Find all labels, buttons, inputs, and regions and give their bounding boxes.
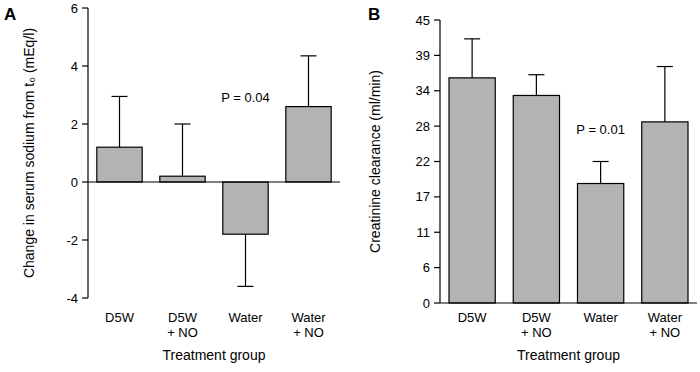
error-bar bbox=[464, 39, 480, 78]
y-tick-label: 0 bbox=[423, 296, 430, 311]
y-tick bbox=[434, 232, 440, 233]
y-tick-label: 6 bbox=[71, 1, 78, 16]
y-tick bbox=[434, 19, 440, 20]
label-line: + NO bbox=[293, 325, 324, 340]
x-tick-label: Water bbox=[584, 310, 619, 325]
error-bar bbox=[593, 162, 609, 184]
y-tick-label: 0 bbox=[71, 175, 78, 190]
y-tick bbox=[82, 297, 88, 298]
error-stem bbox=[308, 56, 309, 107]
y-axis-title: Creatinine clearance (ml/min) bbox=[367, 70, 383, 253]
y-tick bbox=[434, 302, 440, 303]
x-tick-label: Water+ NO bbox=[648, 310, 683, 340]
error-bar bbox=[657, 67, 673, 122]
y-tick bbox=[434, 126, 440, 127]
y-tick bbox=[82, 181, 88, 182]
bar bbox=[97, 147, 142, 182]
y-tick-label: 6 bbox=[423, 260, 430, 275]
y-tick bbox=[434, 267, 440, 268]
error-bar bbox=[301, 56, 317, 107]
y-tick bbox=[434, 55, 440, 56]
x-tick-label: D5W bbox=[105, 310, 135, 325]
label-line: D5W bbox=[168, 310, 198, 325]
y-tick bbox=[434, 161, 440, 162]
panel-label: A bbox=[4, 5, 16, 24]
error-stem bbox=[472, 39, 473, 78]
error-cap bbox=[301, 55, 317, 56]
x-axis-title: Treatment group bbox=[163, 347, 266, 363]
y-tick bbox=[82, 123, 88, 124]
bar bbox=[286, 107, 331, 182]
error-stem bbox=[245, 234, 246, 286]
x-tick-label: D5W+ NO bbox=[521, 310, 552, 340]
y-axis bbox=[87, 8, 88, 298]
label-line: + NO bbox=[167, 325, 198, 340]
label-line: D5W bbox=[522, 310, 552, 325]
y-tick-label: 28 bbox=[416, 119, 430, 134]
y-tick-label: 2 bbox=[71, 117, 78, 132]
annotation: P = 0.01 bbox=[576, 122, 625, 137]
error-bar bbox=[238, 234, 254, 286]
y-tick-label: 4 bbox=[71, 59, 78, 74]
x-tick-label: D5W bbox=[458, 310, 488, 325]
error-bar bbox=[112, 96, 128, 147]
error-bar bbox=[528, 75, 544, 96]
y-tick bbox=[82, 239, 88, 240]
error-stem bbox=[664, 67, 665, 122]
panel-label: B bbox=[368, 5, 380, 24]
x-axis bbox=[440, 302, 697, 303]
y-tick-label: 39 bbox=[416, 48, 430, 63]
x-tick-label: D5W+ NO bbox=[167, 310, 198, 340]
label-line: Water bbox=[648, 310, 683, 325]
figure: A -4 -2 0 2 4 6 Change in serum sodium from t₀ … bbox=[0, 0, 700, 372]
error-stem bbox=[600, 162, 601, 184]
label-line: Water bbox=[291, 310, 326, 325]
x-axis-title: Treatment group bbox=[517, 347, 620, 363]
error-stem bbox=[536, 75, 537, 96]
error-cap bbox=[175, 123, 191, 124]
x-tick-label: Water+ NO bbox=[291, 310, 326, 340]
y-tick-label: 11 bbox=[417, 225, 431, 240]
error-cap bbox=[528, 74, 544, 75]
y-tick-label: -2 bbox=[66, 233, 78, 248]
y-tick-label: 17 bbox=[416, 189, 430, 204]
bar bbox=[513, 95, 559, 303]
y-tick-label: -4 bbox=[66, 291, 78, 306]
bar bbox=[223, 182, 268, 234]
bar bbox=[642, 122, 688, 303]
error-cap bbox=[657, 66, 673, 67]
bar bbox=[449, 78, 495, 303]
error-cap bbox=[238, 286, 254, 287]
label-line: + NO bbox=[650, 325, 681, 340]
y-tick bbox=[82, 65, 88, 66]
bar bbox=[160, 176, 205, 182]
y-tick bbox=[434, 90, 440, 91]
error-stem bbox=[119, 96, 120, 147]
error-cap bbox=[593, 161, 609, 162]
bar bbox=[577, 184, 623, 303]
y-tick-label: 34 bbox=[416, 83, 430, 98]
annotation: P = 0.04 bbox=[221, 90, 270, 105]
y-tick bbox=[434, 196, 440, 197]
y-tick bbox=[82, 7, 88, 8]
y-tick-label: 45 bbox=[416, 13, 430, 28]
x-tick-label: Water bbox=[228, 310, 263, 325]
error-cap bbox=[112, 96, 128, 97]
y-axis-title: Change in serum sodium from t₀ (mEq/l) bbox=[21, 28, 37, 278]
y-tick-label: 22 bbox=[416, 154, 430, 169]
label-line: + NO bbox=[521, 325, 552, 340]
error-stem bbox=[182, 124, 183, 176]
error-cap bbox=[464, 38, 480, 39]
error-bar bbox=[175, 124, 191, 176]
x-axis bbox=[88, 181, 340, 182]
